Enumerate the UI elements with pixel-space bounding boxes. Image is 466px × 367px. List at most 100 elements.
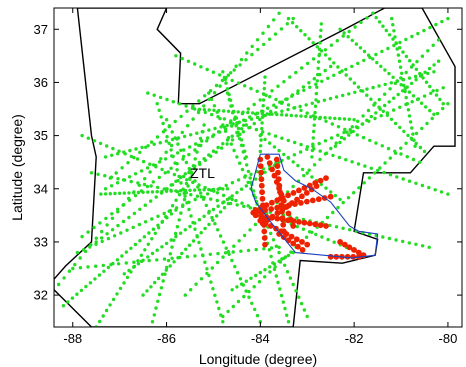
green-point	[146, 91, 150, 95]
green-point	[266, 106, 270, 110]
green-point	[346, 35, 350, 39]
green-point	[173, 136, 177, 140]
green-point	[139, 253, 144, 257]
red-point	[274, 197, 281, 204]
green-point	[157, 108, 161, 113]
green-point	[414, 131, 419, 136]
green-point	[317, 47, 322, 51]
red-point	[284, 203, 291, 210]
green-point	[79, 288, 84, 293]
green-point	[236, 126, 241, 131]
green-point	[414, 181, 418, 185]
green-point	[261, 98, 266, 102]
green-point	[100, 236, 104, 240]
green-point	[356, 119, 360, 124]
green-point	[219, 146, 224, 150]
green-point	[218, 116, 222, 121]
green-point	[215, 214, 219, 218]
green-point	[363, 164, 367, 168]
red-point	[262, 241, 268, 248]
green-point	[337, 117, 342, 121]
green-point	[235, 203, 239, 207]
green-point	[129, 246, 133, 250]
green-point	[273, 134, 278, 138]
green-point	[111, 297, 116, 302]
green-point	[193, 148, 197, 152]
green-point	[316, 66, 320, 71]
green-point	[231, 250, 235, 254]
green-point	[320, 235, 324, 239]
green-point	[404, 70, 408, 75]
green-point	[325, 215, 330, 220]
green-point	[239, 187, 244, 191]
green-point	[428, 25, 432, 30]
region-boundary	[250, 153, 379, 259]
green-point	[124, 250, 129, 254]
red-point	[277, 189, 283, 196]
green-point	[375, 60, 379, 65]
green-point	[170, 245, 174, 249]
green-point	[351, 129, 355, 134]
green-point	[286, 16, 291, 21]
green-point	[239, 127, 244, 131]
green-point	[285, 22, 289, 26]
green-point	[189, 288, 193, 292]
green-point	[312, 163, 317, 167]
green-point	[299, 301, 304, 306]
green-point	[420, 183, 425, 188]
green-point	[248, 176, 252, 180]
green-point	[156, 185, 160, 190]
green-point	[412, 138, 416, 142]
green-point	[252, 285, 256, 289]
green-point	[297, 295, 301, 299]
green-point	[377, 84, 381, 88]
green-point	[222, 109, 226, 113]
green-point	[207, 153, 211, 157]
green-point	[150, 237, 154, 241]
green-point	[217, 306, 221, 311]
green-point	[86, 230, 90, 234]
y-tick-label: 32	[34, 288, 48, 303]
green-point	[322, 98, 327, 102]
green-point	[280, 136, 284, 140]
green-point	[274, 244, 278, 248]
green-point	[407, 179, 412, 183]
green-point	[149, 184, 153, 188]
green-point	[106, 236, 111, 241]
green-point	[269, 254, 273, 259]
green-point	[127, 175, 132, 179]
green-point	[317, 141, 321, 146]
green-point	[189, 214, 193, 218]
green-point	[175, 225, 180, 229]
green-point	[401, 89, 405, 93]
green-point	[184, 104, 188, 108]
green-point	[429, 91, 433, 96]
green-point	[392, 96, 396, 100]
green-point	[323, 139, 328, 143]
green-point	[398, 46, 402, 50]
green-point	[446, 16, 450, 21]
green-point	[207, 273, 211, 278]
green-point	[211, 187, 216, 192]
green-point	[424, 80, 429, 84]
green-point	[227, 92, 231, 97]
green-point	[268, 95, 272, 99]
green-point	[164, 118, 169, 122]
green-point	[230, 194, 234, 198]
green-point	[286, 138, 290, 143]
green-point	[195, 194, 200, 198]
green-point	[217, 108, 221, 113]
green-point	[193, 179, 197, 183]
green-point	[224, 183, 228, 188]
green-point	[259, 144, 263, 148]
green-point	[246, 204, 250, 208]
green-point	[333, 193, 338, 198]
green-point	[132, 260, 136, 264]
green-point	[96, 172, 100, 176]
green-point	[392, 29, 396, 33]
green-point	[127, 191, 131, 195]
green-point	[260, 121, 264, 125]
green-point	[249, 86, 253, 91]
green-point	[361, 89, 365, 93]
green-point	[406, 108, 411, 112]
